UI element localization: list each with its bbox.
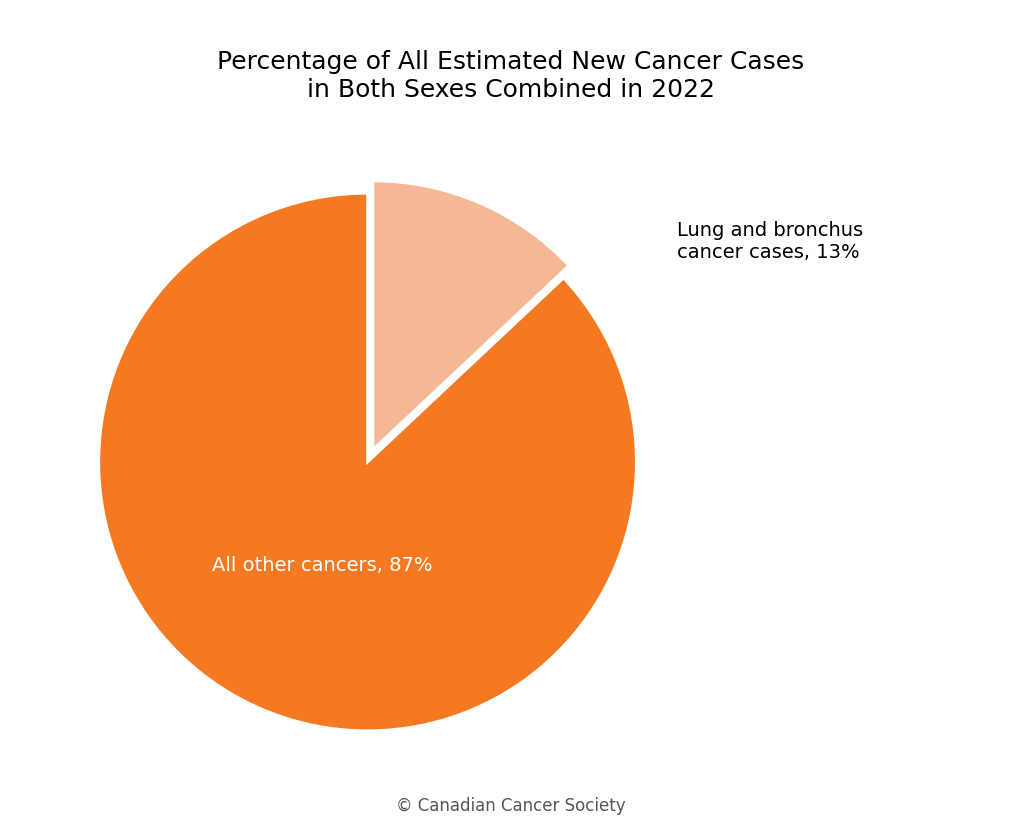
Text: © Canadian Cancer Society: © Canadian Cancer Society <box>396 797 625 815</box>
Text: All other cancers, 87%: All other cancers, 87% <box>212 556 433 575</box>
Wedge shape <box>99 193 636 731</box>
Text: Lung and bronchus
cancer cases, 13%: Lung and bronchus cancer cases, 13% <box>677 221 863 262</box>
Wedge shape <box>373 181 569 449</box>
Text: Percentage of All Estimated New Cancer Cases
in Both Sexes Combined in 2022: Percentage of All Estimated New Cancer C… <box>216 50 805 102</box>
